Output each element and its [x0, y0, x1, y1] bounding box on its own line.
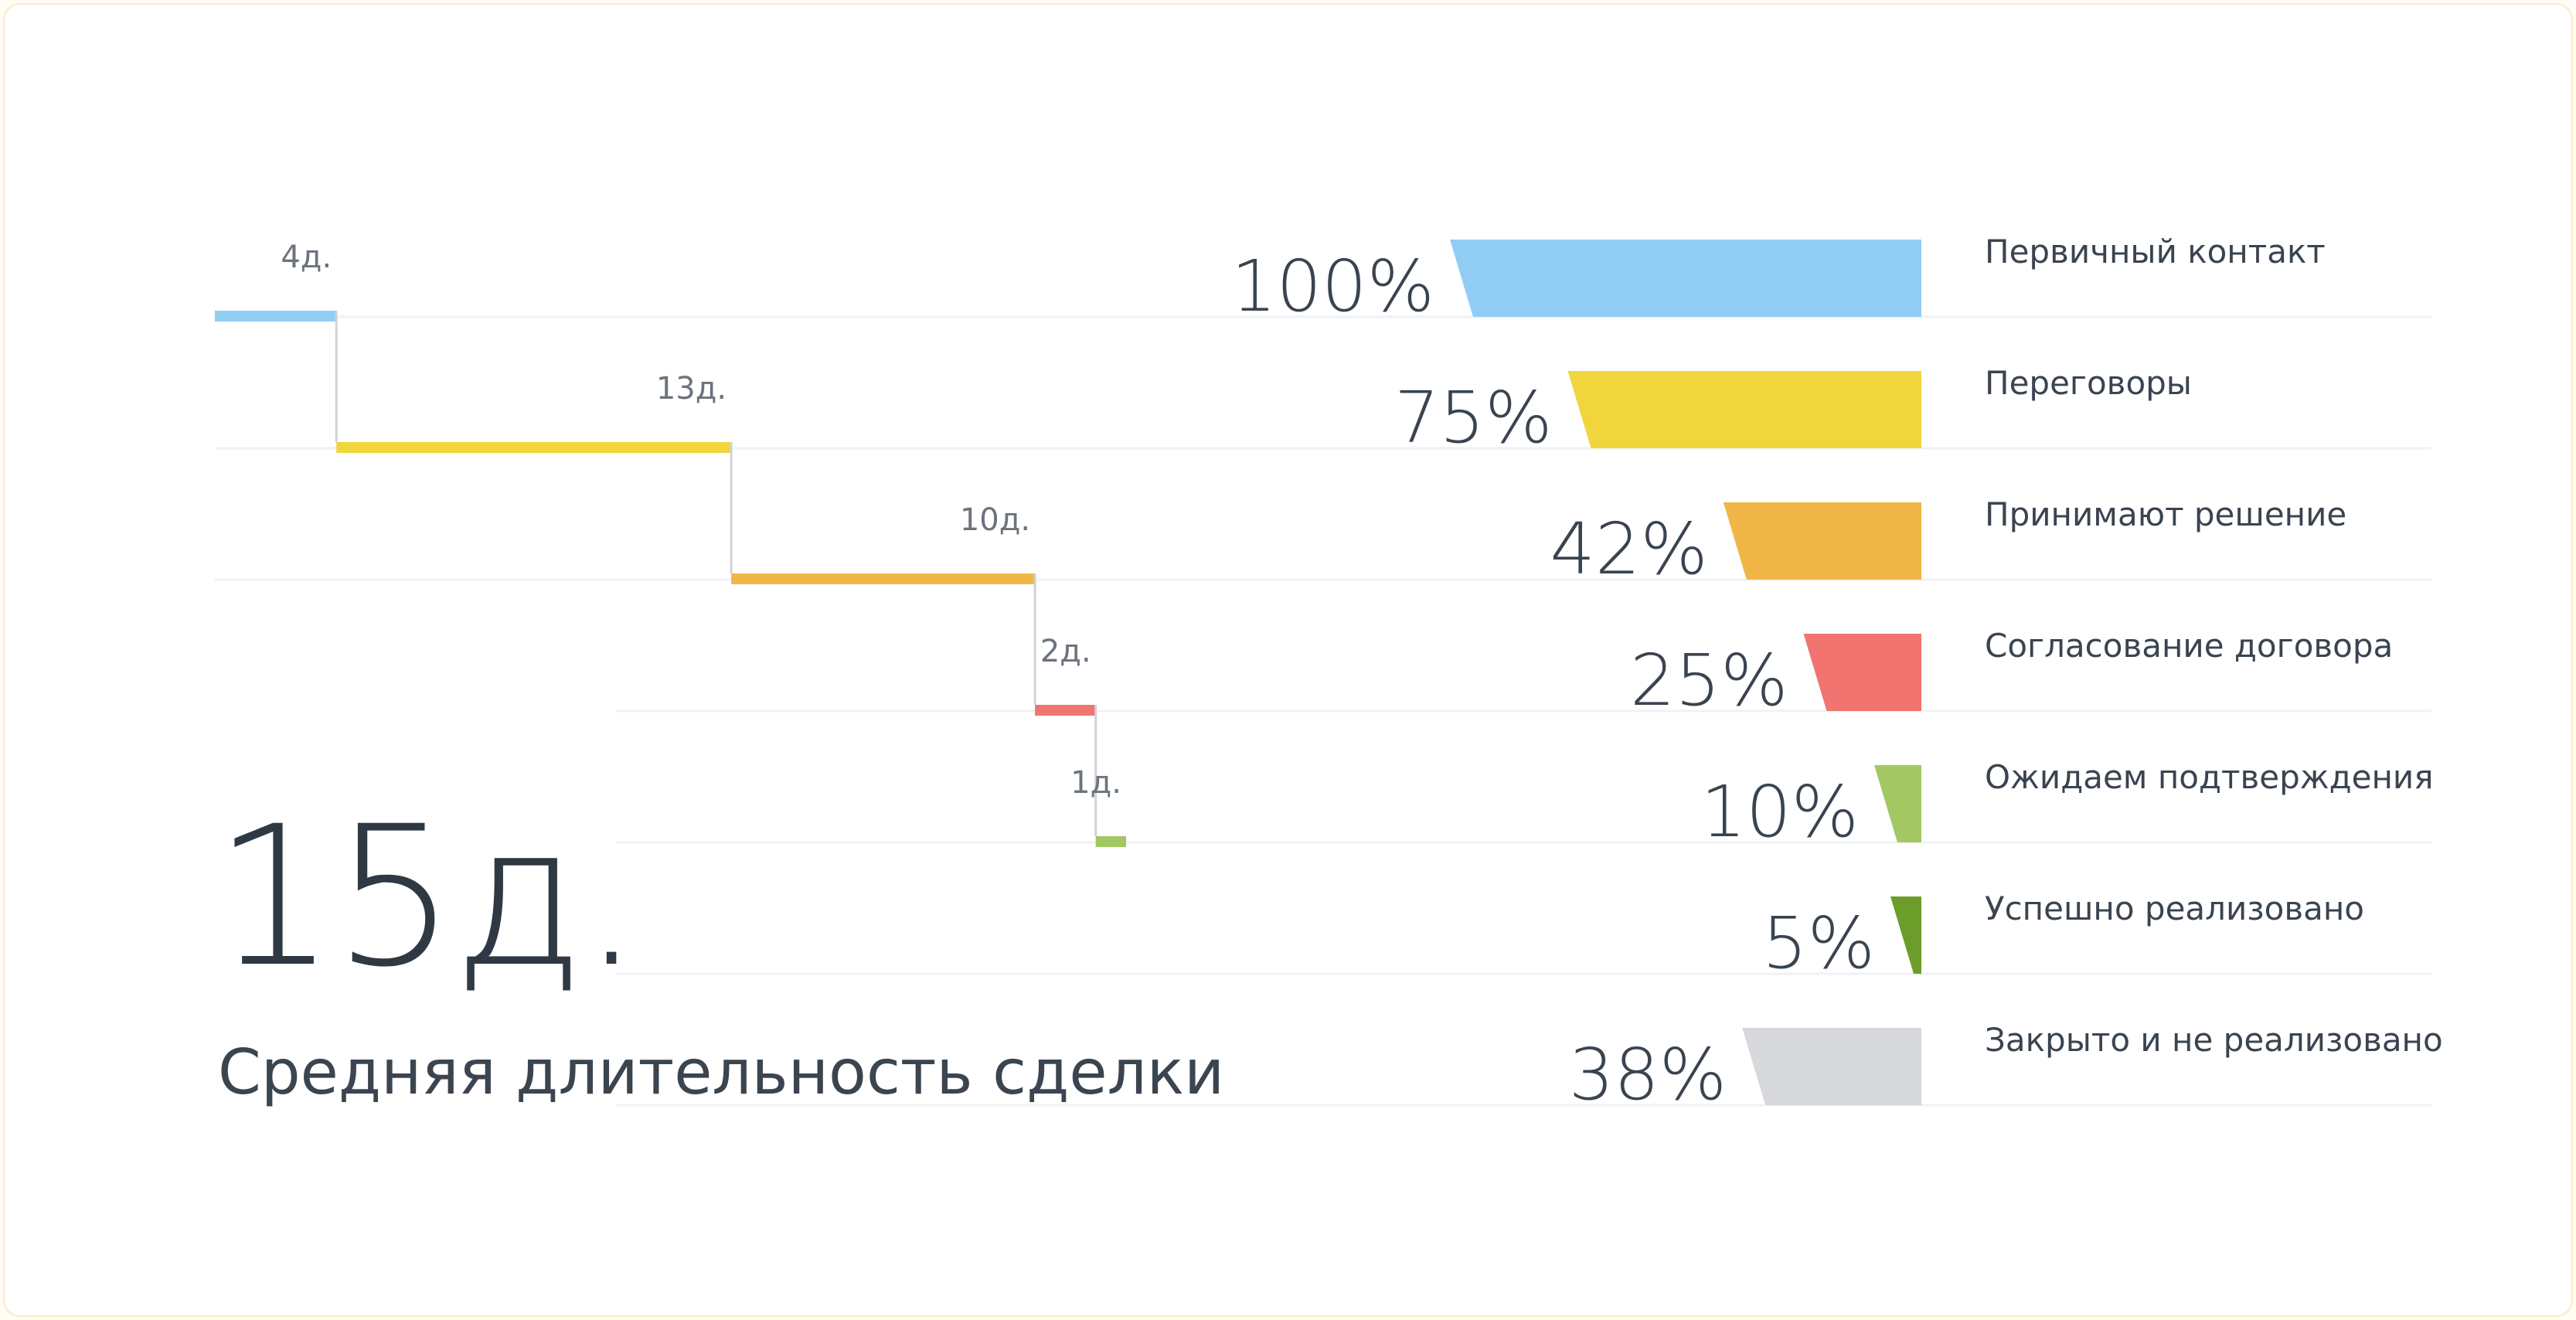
percent-label: 100%	[1231, 245, 1434, 328]
percent-label: 38%	[1569, 1033, 1727, 1116]
stage-label: Успешно реализовано	[1985, 890, 2364, 927]
average-duration-caption: Средняя длительность сделки	[218, 1042, 1224, 1104]
duration-label: 10д.	[960, 502, 1030, 538]
funnel-bar	[1450, 240, 1921, 317]
percent-label: 10%	[1701, 771, 1859, 853]
stage-label: Ожидаем подтверждения	[1985, 758, 2434, 796]
duration-bar	[1096, 836, 1126, 847]
duration-bar	[731, 573, 1035, 584]
stage-label: Закрыто и не реализовано	[1985, 1021, 2443, 1059]
stage-label: Переговоры	[1985, 364, 2192, 402]
duration-label: 2д.	[1040, 634, 1091, 669]
duration-label: 1д.	[1070, 765, 1121, 801]
deal-funnel-chart: 100% Первичный контакт 75% Переговоры 42% При…	[5, 5, 2574, 1318]
funnel-bar	[1568, 371, 1922, 448]
duration-bar	[336, 442, 731, 453]
duration-label: 13д.	[656, 371, 727, 407]
stage-label: Согласование договора	[1985, 627, 2393, 665]
funnel-bar	[1724, 502, 1921, 580]
duration-bar	[1035, 705, 1096, 716]
funnel-bar	[1742, 1028, 1921, 1105]
percent-label: 25%	[1630, 639, 1788, 722]
stage-label: Принимают решение	[1985, 495, 2346, 533]
percent-label: 5%	[1762, 902, 1875, 985]
duration-label: 4д.	[281, 240, 332, 275]
funnel-bar	[1874, 765, 1921, 842]
percent-label: 42%	[1550, 508, 1707, 590]
funnel-bar	[1804, 634, 1922, 711]
chart-card: 100% Первичный контакт 75% Переговоры 42% При…	[3, 3, 2573, 1317]
percent-label: 75%	[1394, 376, 1552, 459]
funnel-bar	[1890, 896, 1921, 974]
average-duration-value: 15д.	[213, 801, 639, 994]
stage-label: Первичный контакт	[1985, 233, 2326, 270]
duration-bar	[215, 311, 336, 321]
